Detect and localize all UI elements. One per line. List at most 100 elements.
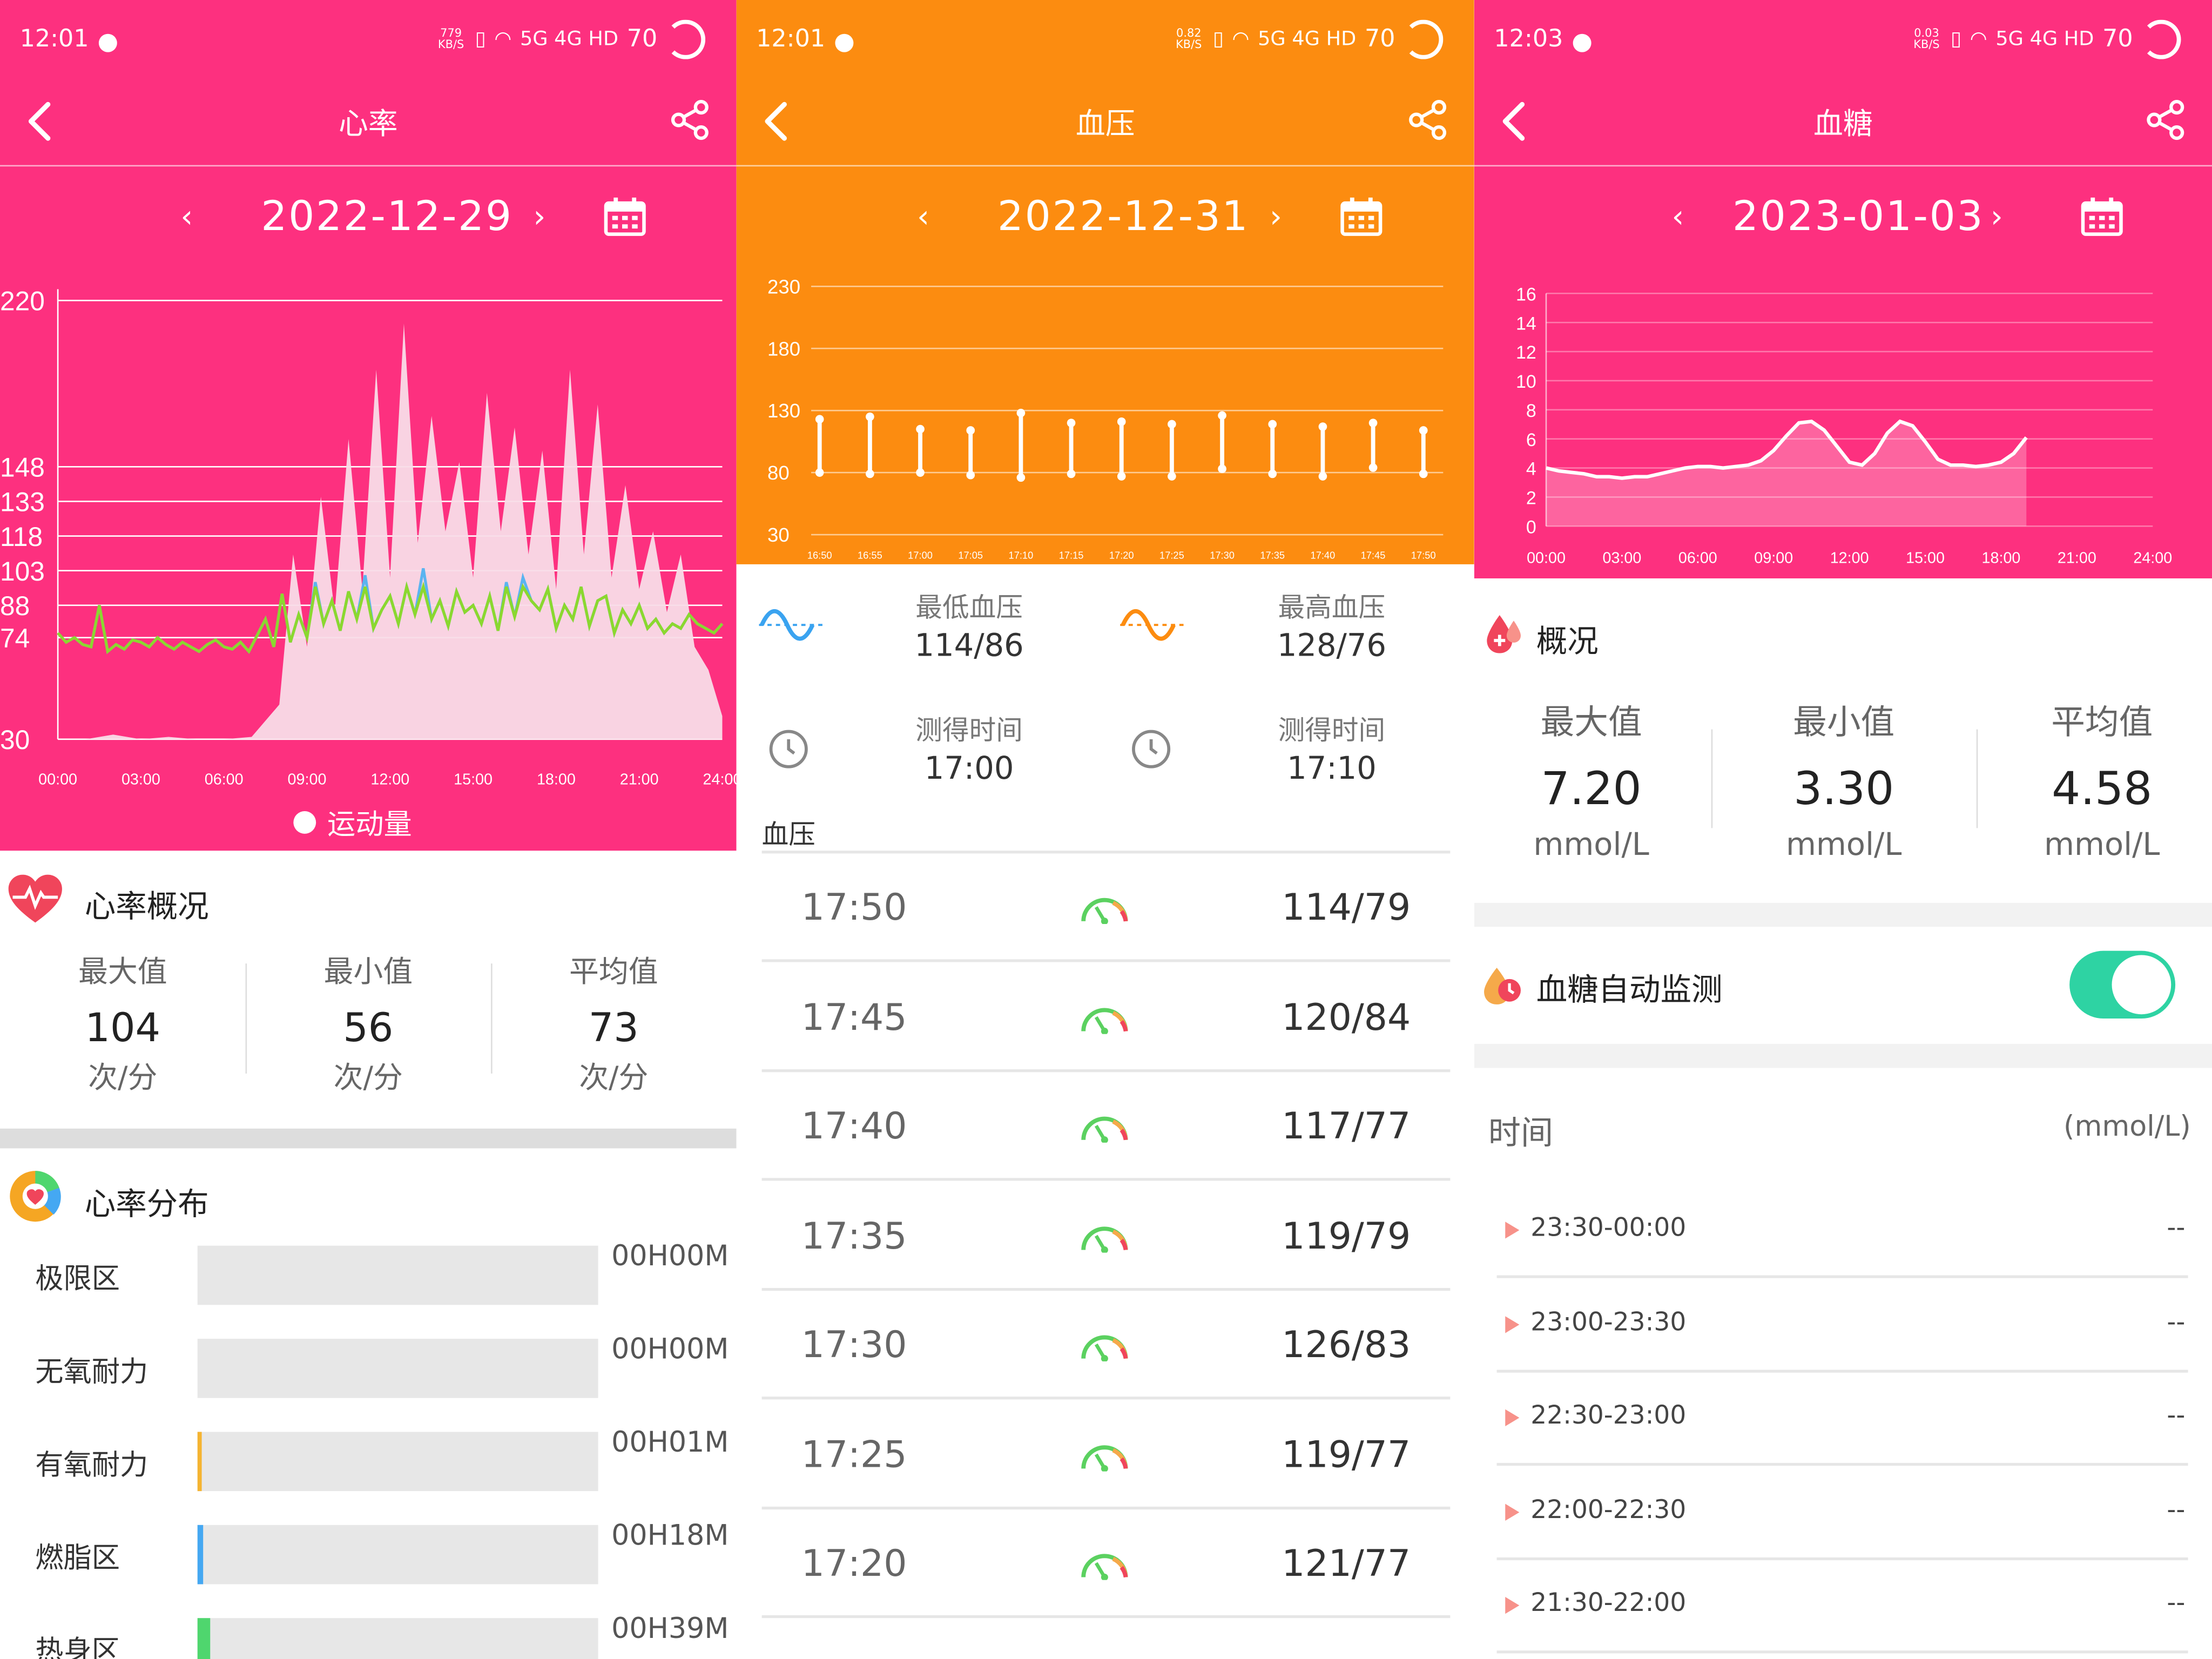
systolic-point (815, 415, 824, 424)
chart-legend: 运动量 (293, 801, 412, 842)
x-tick-label: 12:00 (1830, 549, 1869, 567)
y-tick-label: 230 (767, 275, 800, 298)
activity-area (58, 323, 723, 739)
x-tick-label: 17:40 (1311, 549, 1336, 561)
diastolic-point (1117, 472, 1126, 481)
network-speed: 779 KB/S (437, 26, 464, 51)
y-tick-label: 16 (1516, 284, 1536, 305)
bp-record-row[interactable]: 17:25 119/77 (761, 1400, 1451, 1509)
next-day-button[interactable]: › (1270, 200, 1283, 236)
bp-record-row[interactable]: 17:50 114/79 (761, 853, 1451, 962)
systolic-point (1268, 420, 1277, 429)
stat-value: 4.58 (2052, 761, 2153, 815)
battery-ring-icon (2141, 19, 2181, 59)
prev-day-button[interactable]: ‹ (1671, 200, 1684, 236)
low-time-value: 17:00 (924, 752, 1014, 787)
section-separator (1474, 902, 2212, 927)
systolic-point (1016, 408, 1026, 417)
systolic-point (1218, 411, 1226, 420)
x-tick-label: 15:00 (454, 771, 493, 788)
status-bar: 12:01 779 KB/S ▯ ◠ 5G 4G HD 70 (0, 0, 737, 85)
vibrate-icon: ▯ (1212, 28, 1224, 51)
stat-label: 最小值 (323, 955, 413, 989)
status-time: 12:01 (19, 25, 89, 54)
calendar-icon[interactable] (1340, 197, 1382, 237)
zone-bar (197, 1618, 598, 1659)
glucose-record-row[interactable]: 22:30-23:00 -- (1496, 1373, 2188, 1466)
diastolic-point (1368, 463, 1378, 472)
calendar-icon[interactable] (2081, 197, 2123, 237)
y-tick-label: 4 (1526, 459, 1536, 480)
glucose-line (1546, 419, 2028, 480)
stat-label: 平均值 (2051, 702, 2153, 743)
zone-bar-fill (197, 1618, 210, 1659)
battery-level: 70 (626, 25, 658, 54)
clock-icon (769, 730, 808, 768)
gauge-icon (1081, 1007, 1128, 1034)
next-day-button[interactable]: › (1990, 200, 2003, 236)
systolic-point (1168, 420, 1176, 429)
nav-bar: 心率 (0, 85, 737, 167)
blood-pressure-chart: 230 180 130 80 30 16:50 16:55 17:00 17:05 17:10 17… (767, 275, 1444, 561)
auto-monitor-toggle[interactable] (2069, 950, 2176, 1019)
bp-record-row[interactable]: 17:20 121/77 (761, 1509, 1451, 1618)
bp-record-row[interactable]: 17:45 120/84 (761, 963, 1451, 1071)
stat-label: 最小值 (1793, 702, 1895, 743)
x-tick-label: 17:30 (1210, 549, 1235, 561)
x-tick-label: 17:50 (1411, 549, 1436, 561)
zone-time: 00H00M (611, 1331, 729, 1366)
auto-monitor-label: 血糖自动监测 (1536, 973, 1723, 1009)
network-speed: 0.03 KB/S (1913, 26, 1940, 51)
glucose-record-row[interactable]: 23:30-00:00 -- (1496, 1185, 2188, 1278)
x-tick-label: 17:05 (958, 549, 983, 561)
bp-record-row[interactable]: 17:40 117/77 (761, 1072, 1451, 1181)
x-tick-label: 21:00 (620, 771, 659, 788)
notification-dot-icon (98, 33, 117, 52)
systolic-point (866, 412, 874, 421)
gauge-icon (1081, 1116, 1128, 1143)
x-tick-label: 17:15 (1059, 549, 1084, 561)
glucose-record-value: -- (2167, 1307, 2186, 1337)
y-tick-label: 148 (0, 453, 45, 483)
section-title: 概况 (1536, 625, 1599, 660)
glucose-record-row[interactable]: 22:00-22:30 -- (1496, 1466, 2188, 1560)
section-separator (1474, 1044, 2212, 1068)
section-title: 心率分布 (84, 1188, 209, 1223)
gauge-icon (1081, 898, 1128, 925)
low-bp-value: 114/86 (914, 629, 1024, 665)
bp-record-row[interactable]: 17:30 126/83 (761, 1291, 1451, 1400)
glucose-record-value: -- (2167, 1588, 2186, 1618)
divider (1711, 729, 1713, 828)
share-icon[interactable] (1406, 99, 1448, 141)
stat-value: 73 (588, 1004, 639, 1051)
x-tick-label: 18:00 (1982, 549, 2021, 567)
glucose-record-row[interactable]: 21:30-22:00 -- (1496, 1560, 2188, 1654)
back-arrow-icon[interactable] (753, 93, 795, 149)
bp-record-value: 121/77 (1282, 1543, 1411, 1586)
y-tick-label: 10 (1516, 372, 1536, 392)
prev-day-button[interactable]: ‹ (916, 200, 929, 236)
page-title: 血糖 (1813, 107, 1873, 141)
share-icon[interactable] (669, 99, 711, 141)
x-tick-label: 06:00 (1678, 549, 1717, 567)
date-text: 2023-01-03 (1732, 192, 1985, 240)
blood-pressure-screen: 12:01 0.82 KB/S ▯ ◠ 5G 4G HD 70 血压 ‹ 202… (736, 0, 1474, 1659)
wifi-icon: ◠ (1232, 28, 1250, 51)
share-icon[interactable] (2144, 99, 2187, 141)
diastolic-point (1419, 469, 1428, 478)
back-arrow-icon[interactable] (17, 93, 59, 149)
glucose-record-row[interactable]: 23:00-23:30 -- (1496, 1279, 2188, 1372)
expand-triangle-icon (1505, 1222, 1520, 1239)
zone-bar-fill (197, 1432, 202, 1492)
zone-bar (197, 1432, 598, 1492)
next-day-button[interactable]: › (533, 200, 546, 236)
diastolic-point (1067, 469, 1076, 478)
bp-record-value: 119/77 (1282, 1434, 1411, 1476)
clock-drop-icon (1484, 968, 1521, 1004)
bp-record-row[interactable]: 17:35 119/79 (761, 1182, 1451, 1290)
calendar-icon[interactable] (604, 197, 646, 237)
back-arrow-icon[interactable] (1491, 93, 1533, 149)
glucose-record-value: -- (2167, 1400, 2186, 1431)
prev-day-button[interactable]: ‹ (180, 200, 193, 236)
